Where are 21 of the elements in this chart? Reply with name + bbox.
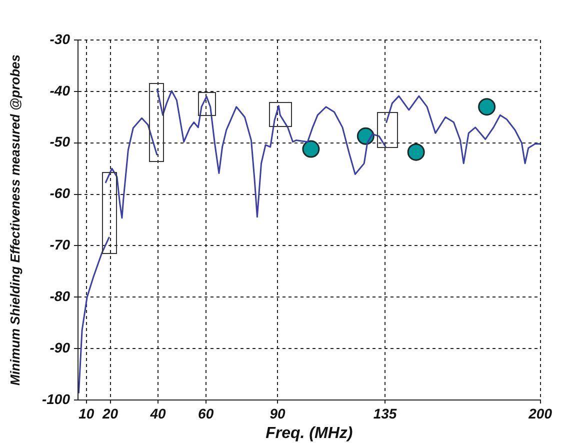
x-tick-label: 90 [270, 405, 286, 422]
x-tick-label: 40 [149, 405, 166, 422]
x-tick-label: 200 [528, 405, 552, 422]
point [302, 140, 320, 158]
y-tick-label: -60 [50, 185, 70, 202]
x-tick-label: 10 [78, 405, 94, 422]
y-tick-label: -100 [42, 390, 70, 407]
point [407, 143, 425, 161]
y-tick-label: -30 [50, 30, 70, 47]
x-tick-label: 20 [101, 405, 118, 422]
x-axis-title: Freq. (MHz) [266, 424, 353, 442]
y-tick-label: -40 [50, 82, 70, 98]
y-axis-title: Minimum Shielding Effectiveness measured @probes [7, 54, 22, 386]
y-tick-label: -50 [50, 134, 70, 150]
y-tick-label: -70 [50, 236, 70, 253]
y-tick-label: -90 [50, 339, 70, 356]
x-tick-label: 60 [198, 405, 214, 422]
point [356, 127, 374, 145]
x-tick-label: 135 [373, 405, 397, 422]
y-tick-label: -80 [50, 288, 70, 304]
point [478, 98, 496, 116]
